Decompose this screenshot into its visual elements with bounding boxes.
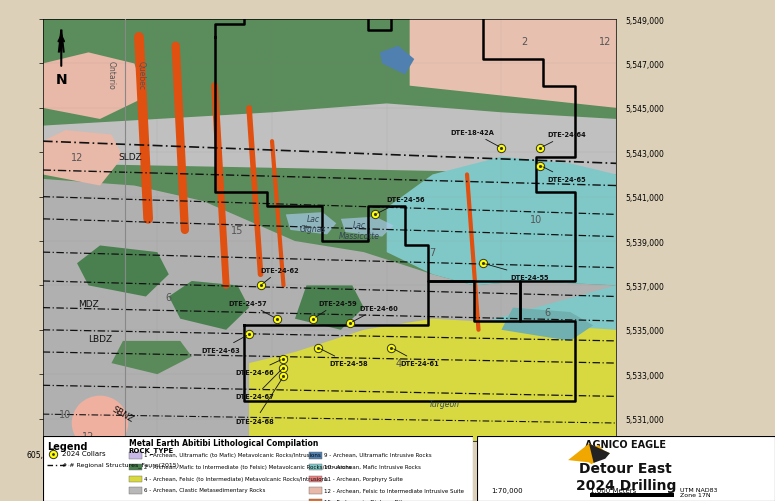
- Text: DTE-24-57: DTE-24-57: [229, 301, 274, 318]
- Polygon shape: [295, 286, 363, 330]
- Text: LBDZ: LBDZ: [88, 335, 112, 344]
- Polygon shape: [380, 47, 415, 76]
- Text: MDZ: MDZ: [78, 299, 99, 308]
- Text: 7: 7: [429, 247, 436, 258]
- Text: DTE-24-68: DTE-24-68: [236, 379, 282, 424]
- Polygon shape: [112, 341, 191, 374]
- Text: 4: 4: [395, 358, 401, 368]
- Bar: [590, 493, 673, 497]
- Polygon shape: [43, 53, 146, 120]
- Text: 2: 2: [522, 37, 528, 47]
- Text: 12 - Archean, Felsic to Intermediate Intrusive Suite: 12 - Archean, Felsic to Intermediate Int…: [325, 487, 464, 492]
- Text: DTE-24-58: DTE-24-58: [320, 349, 368, 366]
- Text: 15: 15: [232, 225, 244, 235]
- Bar: [129, 464, 142, 470]
- Text: Quebec: Quebec: [136, 61, 146, 90]
- Text: SLDZ: SLDZ: [118, 153, 142, 162]
- Polygon shape: [580, 445, 608, 464]
- Text: DTE-24-64: DTE-24-64: [543, 132, 586, 147]
- Text: DTE-24-62: DTE-24-62: [260, 268, 299, 284]
- Text: AGNICO EAGLE: AGNICO EAGLE: [585, 439, 666, 449]
- Polygon shape: [43, 104, 616, 175]
- Text: Lac
Gignas: Lac Gignas: [300, 214, 326, 233]
- Text: DTE-24-59: DTE-24-59: [315, 301, 356, 318]
- Bar: [309, 452, 322, 459]
- Text: 1 - Archean, Ultramafic (to Mafic) Metavolcanic Rocks/Intrusions: 1 - Archean, Ultramafic (to Mafic) Metav…: [143, 452, 320, 457]
- Polygon shape: [43, 131, 123, 186]
- Text: 10: 10: [60, 409, 72, 419]
- Text: 12: 12: [82, 431, 95, 441]
- Bar: [309, 487, 322, 494]
- Text: 1:70,000: 1:70,000: [491, 486, 523, 492]
- Text: 6: 6: [544, 308, 550, 318]
- Text: DTE-24-65: DTE-24-65: [543, 167, 586, 182]
- Polygon shape: [169, 282, 249, 330]
- Text: 10 - Archean, Mafic Intrusive Rocks: 10 - Archean, Mafic Intrusive Rocks: [325, 464, 422, 469]
- Polygon shape: [568, 444, 610, 463]
- Polygon shape: [410, 16, 616, 109]
- Text: # # Regional Structures_Faure(2015): # # Regional Structures_Faure(2015): [62, 461, 179, 467]
- Text: ROCK_TYPE: ROCK_TYPE: [129, 446, 174, 453]
- Text: DTE-24-67: DTE-24-67: [236, 370, 281, 400]
- Text: DTE-24-63: DTE-24-63: [202, 336, 246, 353]
- Text: DTE-24-60: DTE-24-60: [353, 305, 398, 322]
- Text: Detour East
2024 Drilling: Detour East 2024 Drilling: [576, 460, 676, 492]
- Text: 9 - Archean, Ultramafic Intrusive Rocks: 9 - Archean, Ultramafic Intrusive Rocks: [325, 452, 432, 457]
- Text: Lac
Massicotte: Lac Massicotte: [339, 221, 380, 240]
- Polygon shape: [341, 217, 394, 237]
- Polygon shape: [77, 246, 169, 297]
- Polygon shape: [387, 326, 616, 374]
- Bar: [129, 475, 142, 482]
- Text: 6 - Archean, Clastic Metasedimentary Rocks: 6 - Archean, Clastic Metasedimentary Roc…: [143, 487, 265, 492]
- Text: Turgeon: Turgeon: [429, 399, 460, 408]
- Text: Legend: Legend: [47, 441, 88, 451]
- Text: 10: 10: [529, 214, 542, 224]
- Text: UTM NAD83
Zone 17N: UTM NAD83 Zone 17N: [680, 486, 717, 497]
- Text: DTE-24-55: DTE-24-55: [486, 265, 549, 280]
- Text: 4 - Archean, Felsic (to Intermediate) Metavolcanic Rocks/Intrusions: 4 - Archean, Felsic (to Intermediate) Me…: [143, 476, 328, 480]
- Text: Metal Earth Abitibi Lithological Compilation: Metal Earth Abitibi Lithological Compila…: [129, 438, 318, 447]
- Text: 2 - Archean, Mafic to Intermediate (to Felsic) Metavolcanic Rocks/Intrusions: 2 - Archean, Mafic to Intermediate (to F…: [143, 464, 351, 469]
- Polygon shape: [286, 213, 336, 235]
- Text: 12: 12: [598, 37, 611, 47]
- Text: 2024 Collars: 2024 Collars: [62, 450, 105, 456]
- Polygon shape: [249, 319, 616, 441]
- Bar: [309, 475, 322, 482]
- Circle shape: [72, 397, 128, 450]
- Text: 6: 6: [166, 292, 172, 302]
- Bar: [309, 464, 322, 470]
- Text: 12: 12: [71, 152, 83, 162]
- Text: 15 - Proterozoic, Diabase Dikes: 15 - Proterozoic, Diabase Dikes: [325, 499, 410, 501]
- Polygon shape: [501, 308, 593, 341]
- Text: Ontario: Ontario: [107, 61, 116, 90]
- Polygon shape: [589, 444, 610, 463]
- Text: 11 - Archean, Porphyry Suite: 11 - Archean, Porphyry Suite: [325, 476, 403, 480]
- Polygon shape: [387, 157, 616, 330]
- Bar: [129, 487, 142, 494]
- Text: DTE-24-66: DTE-24-66: [236, 360, 281, 375]
- Bar: [129, 452, 142, 459]
- Text: 1,000 Meters: 1,000 Meters: [590, 486, 636, 492]
- Bar: [309, 499, 322, 501]
- Text: DTE-24-56: DTE-24-56: [377, 196, 425, 214]
- Text: SBNZ: SBNZ: [111, 405, 135, 424]
- Text: DTE-18-42A: DTE-18-42A: [451, 130, 499, 147]
- Text: DTE-24-61: DTE-24-61: [394, 349, 439, 366]
- Polygon shape: [43, 179, 616, 441]
